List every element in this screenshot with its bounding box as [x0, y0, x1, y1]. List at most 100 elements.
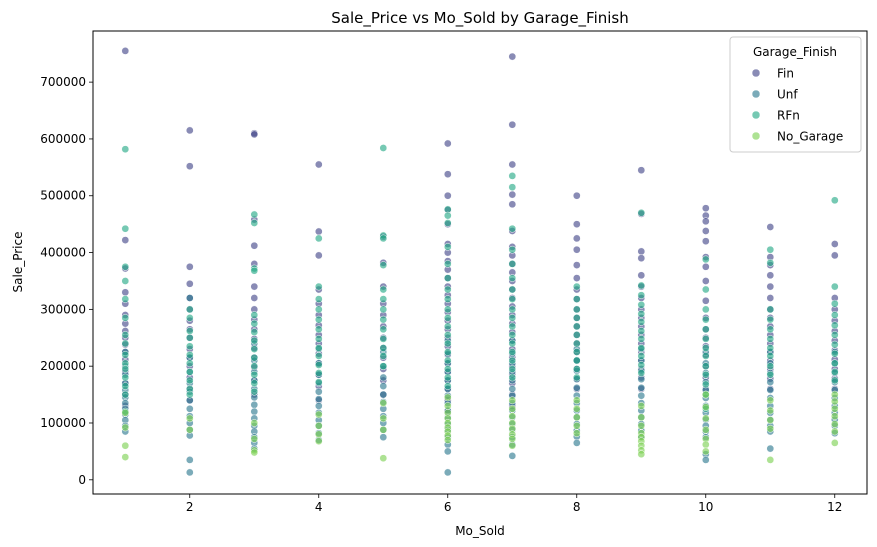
- data-point: [766, 335, 775, 343]
- data-point: [121, 390, 130, 399]
- data-point: [443, 243, 452, 251]
- data-point: [379, 373, 388, 382]
- data-point: [121, 423, 130, 432]
- legend-frame: [729, 36, 862, 153]
- data-point: [830, 412, 839, 421]
- data-point: [701, 403, 710, 411]
- data-point: [379, 414, 388, 423]
- data-point: [121, 331, 130, 339]
- data-point: [766, 282, 775, 291]
- data-point: [185, 126, 194, 135]
- data-point: [637, 352, 646, 360]
- x-axis: 2 4 6 8 10 12: [186, 494, 842, 514]
- data-point: [701, 335, 710, 343]
- data-point: [572, 404, 581, 413]
- data-point: [701, 204, 710, 213]
- data-point: [572, 274, 581, 282]
- data-point: [250, 387, 259, 396]
- data-point: [443, 170, 452, 179]
- data-point: [314, 251, 323, 260]
- data-point: [314, 352, 323, 360]
- data-point: [766, 396, 775, 405]
- data-point: [701, 227, 710, 235]
- data-point: [443, 219, 452, 227]
- data-point: [701, 344, 710, 352]
- data-point: [508, 260, 517, 268]
- legend-label: No_Garage: [777, 130, 843, 144]
- data-point: [379, 315, 388, 324]
- data-point: [185, 314, 194, 322]
- y-axis: 0 100000 200000 300000 400000 500000 600000 700…: [40, 75, 93, 487]
- data-point: [314, 430, 323, 439]
- data-point: [250, 419, 259, 427]
- data-point: [185, 425, 194, 434]
- data-point: [379, 295, 388, 303]
- data-point: [508, 190, 517, 199]
- data-point: [508, 245, 517, 254]
- data-point: [185, 368, 194, 376]
- data-point: [830, 427, 839, 436]
- data-point: [121, 453, 130, 461]
- data-point: [443, 468, 452, 477]
- data-point: [508, 356, 517, 365]
- data-point: [830, 240, 839, 248]
- data-point: [766, 424, 775, 433]
- data-point: [830, 368, 839, 376]
- data-point: [508, 274, 517, 282]
- data-point: [250, 379, 259, 388]
- data-point: [379, 433, 388, 442]
- data-point: [701, 255, 710, 264]
- legend-marker: [751, 110, 761, 120]
- data-point: [637, 318, 646, 326]
- data-point: [121, 277, 130, 285]
- data-point: [379, 261, 388, 269]
- data-point: [701, 285, 710, 294]
- data-point: [250, 345, 259, 353]
- data-point: [379, 454, 388, 463]
- data-point: [701, 362, 710, 371]
- data-point: [250, 241, 259, 250]
- y-tick-label: 200000: [40, 359, 86, 373]
- x-tick-label: 6: [444, 500, 452, 514]
- data-point: [572, 295, 581, 303]
- data-point: [637, 166, 646, 175]
- data-point: [572, 305, 581, 314]
- x-tick-label: 4: [315, 500, 323, 514]
- data-point: [637, 421, 646, 430]
- data-point: [701, 425, 710, 434]
- data-point: [830, 359, 839, 368]
- data-point: [379, 305, 388, 314]
- data-point: [121, 373, 130, 382]
- data-point: [637, 300, 646, 309]
- data-point: [572, 421, 581, 430]
- data-point: [508, 314, 517, 322]
- data-point: [572, 383, 581, 392]
- data-point: [508, 120, 517, 129]
- data-point: [572, 191, 581, 200]
- data-point: [637, 413, 646, 422]
- data-point: [185, 390, 194, 399]
- data-point: [250, 370, 259, 379]
- data-point: [508, 183, 517, 192]
- data-point: [830, 376, 839, 385]
- data-point: [121, 408, 130, 417]
- data-point: [185, 333, 194, 342]
- data-point: [443, 285, 452, 294]
- x-tick-label: 10: [698, 500, 713, 514]
- data-point: [250, 362, 259, 371]
- y-tick-label: 400000: [40, 246, 86, 260]
- data-point: [185, 162, 194, 171]
- data-point: [766, 245, 775, 254]
- data-point: [314, 344, 323, 352]
- data-point: [314, 410, 323, 419]
- data-point: [637, 391, 646, 400]
- data-point: [637, 291, 646, 300]
- y-tick-label: 100000: [40, 416, 86, 430]
- data-point: [572, 429, 581, 438]
- data-point: [508, 365, 517, 373]
- data-point: [121, 262, 130, 271]
- data-point: [443, 447, 452, 456]
- data-point: [379, 335, 388, 343]
- data-point: [185, 342, 194, 351]
- data-point: [766, 258, 775, 267]
